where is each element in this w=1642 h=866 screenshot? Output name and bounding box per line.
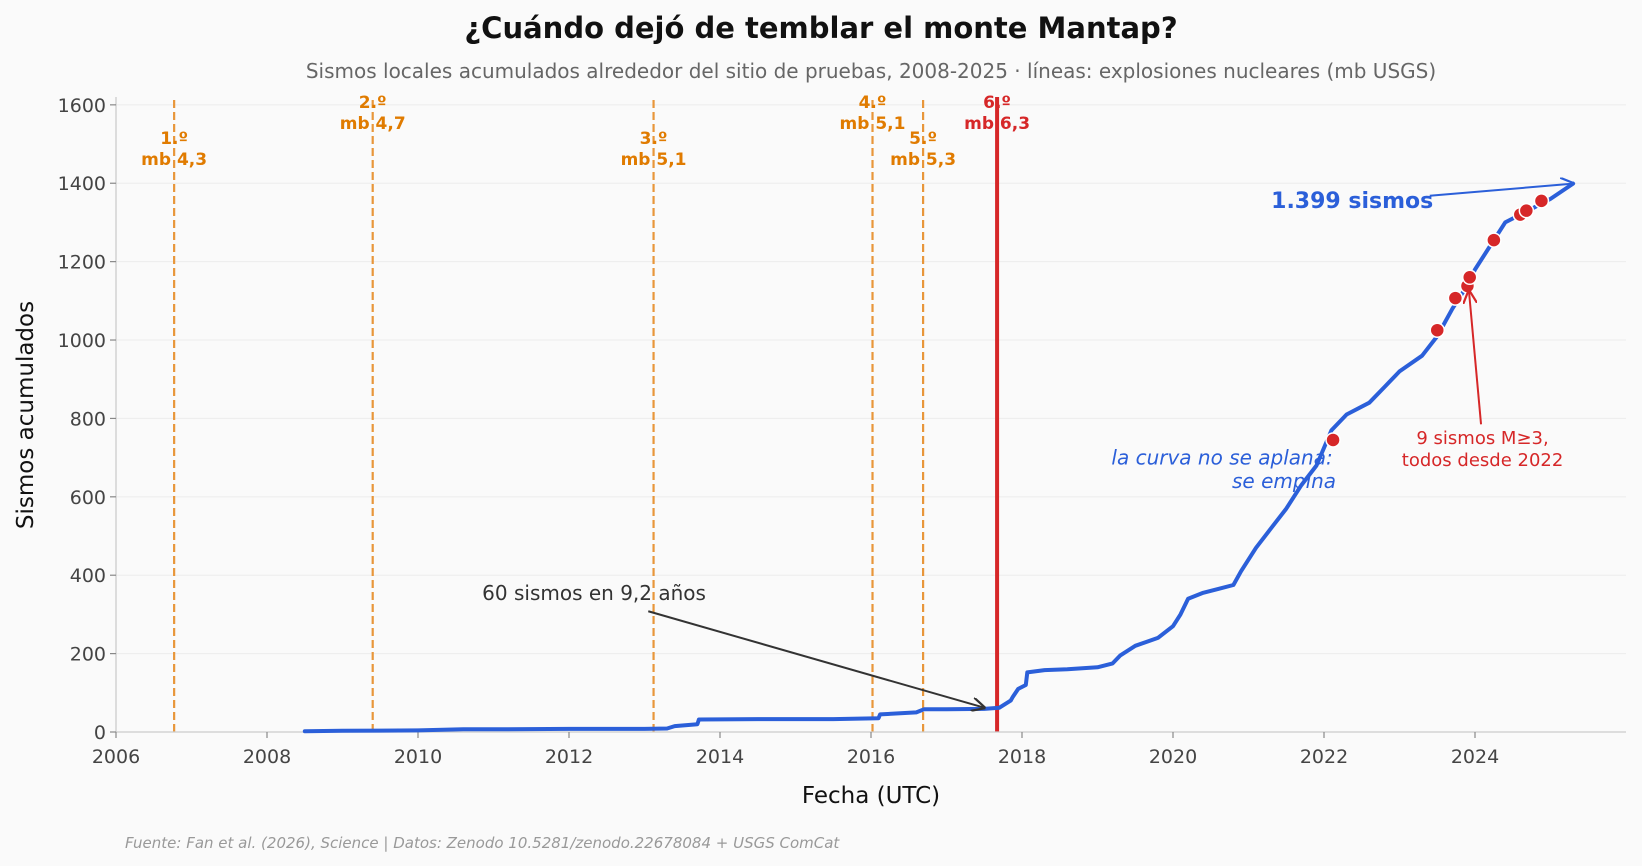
large-event-point-6 [1486, 232, 1502, 248]
test-number-label-2: 2.º [359, 93, 387, 113]
x-axis-label: Fecha (UTC) [802, 783, 940, 809]
y-tick-label-400: 400 [70, 565, 106, 587]
x-ticks: 2006 2008 2010 2012 2014 2016 2018 2020 2022 2024 [92, 732, 1499, 768]
x-tick-label-2010: 2010 [394, 746, 442, 768]
source-note: Fuente: Fan et al. (2026), Science | Dat… [125, 834, 840, 852]
x-tick-label-2020: 2020 [1149, 746, 1197, 768]
total-quakes-label: 1.399 sismos [1271, 189, 1433, 214]
test-mb-label-5: mb 5,3 [890, 150, 956, 170]
total-quakes-arrow [1429, 184, 1573, 197]
large-event-point-8 [1518, 202, 1535, 219]
test-number-label-4: 4.º [859, 93, 887, 113]
large-event-point-3 [1447, 290, 1464, 306]
grid-lines [116, 104, 1626, 655]
large-events-note-line2: todos desde 2022 [1402, 450, 1564, 471]
y-tick-label-0: 0 [94, 722, 106, 744]
sixty-quakes-arrow [647, 610, 984, 707]
x-tick-label-2006: 2006 [92, 746, 140, 768]
y-tick-label-1600: 1600 [58, 95, 106, 117]
large-event-point-1 [1325, 432, 1341, 448]
x-tick-label-2008: 2008 [243, 746, 291, 768]
large-event-point-2 [1429, 322, 1445, 338]
chart-title: ¿Cuándo dejó de temblar el monte Mantap? [464, 11, 1177, 45]
y-tick-label-600: 600 [70, 487, 106, 509]
large-event-point-9 [1533, 193, 1550, 209]
test-number-label-3: 3.º [640, 129, 668, 149]
test-mb-label-2: mb 4,7 [340, 114, 406, 134]
large-events [1325, 193, 1550, 448]
chart-subtitle: Sismos locales acumulados alrededor del … [306, 59, 1436, 83]
x-tick-label-2024: 2024 [1451, 746, 1499, 768]
y-ticks: 0 200 400 600 800 1000 1200 1400 1600 [58, 95, 116, 744]
y-axis-label: Sismos acumulados [13, 301, 39, 529]
y-tick-label-200: 200 [70, 644, 106, 666]
y-tick-label-1200: 1200 [58, 252, 106, 274]
large-events-note-line1: 9 sismos M≥3, [1416, 428, 1548, 449]
nuclear-test-lines: 1.ºmb 4,32.ºmb 4,73.ºmb 5,14.ºmb 5,15.ºm… [141, 93, 1030, 732]
x-tick-label-2012: 2012 [545, 746, 593, 768]
x-tick-label-2016: 2016 [847, 746, 895, 768]
y-tick-label-1000: 1000 [58, 330, 106, 352]
y-tick-label-1400: 1400 [58, 173, 106, 195]
test-number-label-5: 5.º [909, 129, 937, 149]
large-events-arrow [1469, 291, 1483, 425]
sixty-quakes-annotation: 60 sismos en 9,2 años [482, 581, 706, 605]
cumulative-series-line [302, 181, 1576, 734]
x-tick-label-2014: 2014 [696, 746, 744, 768]
test-mb-label-3: mb 5,1 [621, 150, 687, 170]
test-mb-label-1: mb 4,3 [141, 150, 207, 170]
test-number-label-1: 1.º [160, 129, 188, 149]
y-tick-label-800: 800 [70, 408, 106, 430]
large-event-point-5 [1461, 269, 1478, 286]
x-tick-label-2022: 2022 [1300, 746, 1348, 768]
test-mb-label-6: mb 6,3 [964, 114, 1030, 134]
curve-note-line1: la curva no se aplana: [1111, 445, 1332, 469]
test-number-label-6: 6.º [983, 93, 1011, 113]
curve-note-line2: se empina [1232, 469, 1336, 493]
x-tick-label-2018: 2018 [998, 746, 1046, 768]
test-mb-label-4: mb 5,1 [840, 114, 906, 134]
